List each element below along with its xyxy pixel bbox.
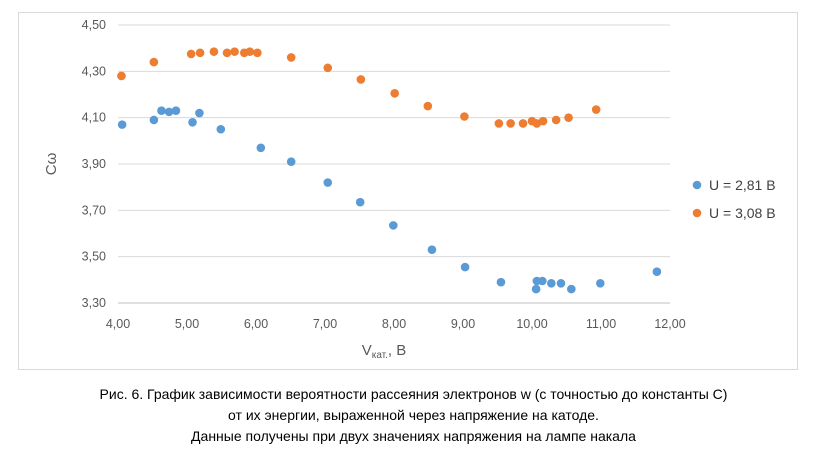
data-point-series-2 [230, 47, 239, 56]
data-point-series-2 [286, 53, 296, 62]
chart-area: 3,30 3,50 3,70 3,90 4,10 4,30 4,50 4,00 5,00 6,00… [18, 12, 798, 370]
legend-marker-series-1 [692, 180, 702, 190]
data-point-series-2 [423, 101, 433, 111]
data-point-series-1 [171, 106, 181, 116]
data-point-series-1 [117, 120, 127, 129]
data-point-series-1 [460, 262, 470, 272]
data-point-series-2 [460, 112, 469, 121]
data-point-series-1 [427, 245, 437, 255]
y-tick-label: 3,90 [82, 157, 106, 171]
data-point-series-2 [149, 57, 159, 67]
caption-line-2: от их энергии, выраженной через напряжен… [228, 407, 599, 423]
data-point-series-2 [195, 48, 205, 58]
x-axis-title-unit: , В [388, 342, 406, 359]
data-point-series-2 [390, 89, 399, 98]
data-point-series-1 [596, 279, 605, 288]
data-point-series-2 [591, 105, 601, 114]
data-point-series-2 [117, 71, 126, 81]
legend-marker-series-2 [692, 208, 702, 218]
data-point-series-2 [506, 119, 515, 128]
y-tick-label: 4,10 [82, 111, 106, 125]
data-point-series-1 [652, 267, 662, 277]
y-tick-label: 3,70 [82, 203, 106, 217]
data-point-series-1 [531, 284, 541, 294]
data-point-series-1 [547, 279, 556, 288]
data-point-series-1 [216, 124, 226, 134]
x-tick-label: 6,00 [244, 317, 268, 331]
scatter-chart: 3,30 3,50 3,70 3,90 4,10 4,30 4,50 4,00 5,00 6,00… [43, 18, 776, 361]
data-point-series-2 [564, 113, 573, 122]
x-axis-title: Vкат., В [362, 342, 407, 361]
x-axis-title-main: V [362, 342, 372, 359]
legend-label-series-1: U = 2,81 В [709, 177, 776, 193]
data-point-series-2 [538, 116, 548, 126]
data-point-series-1 [286, 157, 296, 166]
x-tick-label: 12,00 [654, 317, 685, 331]
x-tick-label: 10,00 [516, 317, 547, 331]
y-tick-label: 3,30 [82, 296, 106, 310]
legend-label-series-2: U = 3,08 В [709, 205, 776, 221]
data-point-series-2 [245, 47, 255, 56]
x-axis-title-subscript: кат. [372, 350, 388, 361]
y-axis-title: Cω [43, 152, 60, 175]
data-point-series-1 [496, 277, 506, 287]
data-point-series-1 [567, 284, 576, 294]
y-tick-label: 4,50 [82, 18, 106, 32]
data-point-series-2 [222, 48, 232, 58]
data-point-series-1 [389, 221, 398, 230]
data-point-series-1 [256, 143, 266, 153]
data-point-series-1 [355, 197, 365, 207]
data-point-series-1 [195, 108, 204, 118]
y-tick-label: 3,50 [82, 250, 106, 264]
data-point-series-1 [164, 107, 174, 117]
data-point-series-2 [494, 119, 504, 128]
x-tick-label: 7,00 [313, 317, 337, 331]
data-point-series-1 [323, 178, 333, 187]
data-point-series-1 [157, 106, 166, 116]
x-tick-label: 5,00 [175, 317, 199, 331]
x-tick-label: 4,00 [106, 317, 130, 331]
x-tick-label: 11,00 [586, 317, 616, 331]
caption-line-3: Данные получены при двух значениях напря… [191, 428, 636, 444]
figure-caption: Рис. 6. График зависимости вероятности р… [0, 384, 827, 447]
data-point-series-2 [323, 63, 333, 73]
data-point-series-2 [186, 49, 196, 59]
data-point-series-2 [253, 48, 262, 58]
data-point-series-1 [538, 276, 547, 286]
y-tick-label: 4,30 [82, 64, 106, 78]
caption-line-1: Рис. 6. График зависимости вероятности р… [99, 386, 728, 402]
data-point-series-2 [356, 75, 366, 84]
data-point-series-1 [188, 118, 197, 127]
data-point-series-1 [149, 115, 159, 125]
x-tick-label: 8,00 [382, 317, 406, 331]
x-tick-label: 9,00 [451, 317, 475, 331]
data-point-series-1 [556, 279, 566, 288]
data-point-series-2 [551, 115, 561, 125]
data-point-series-2 [209, 47, 219, 56]
data-point-series-2 [518, 119, 528, 128]
